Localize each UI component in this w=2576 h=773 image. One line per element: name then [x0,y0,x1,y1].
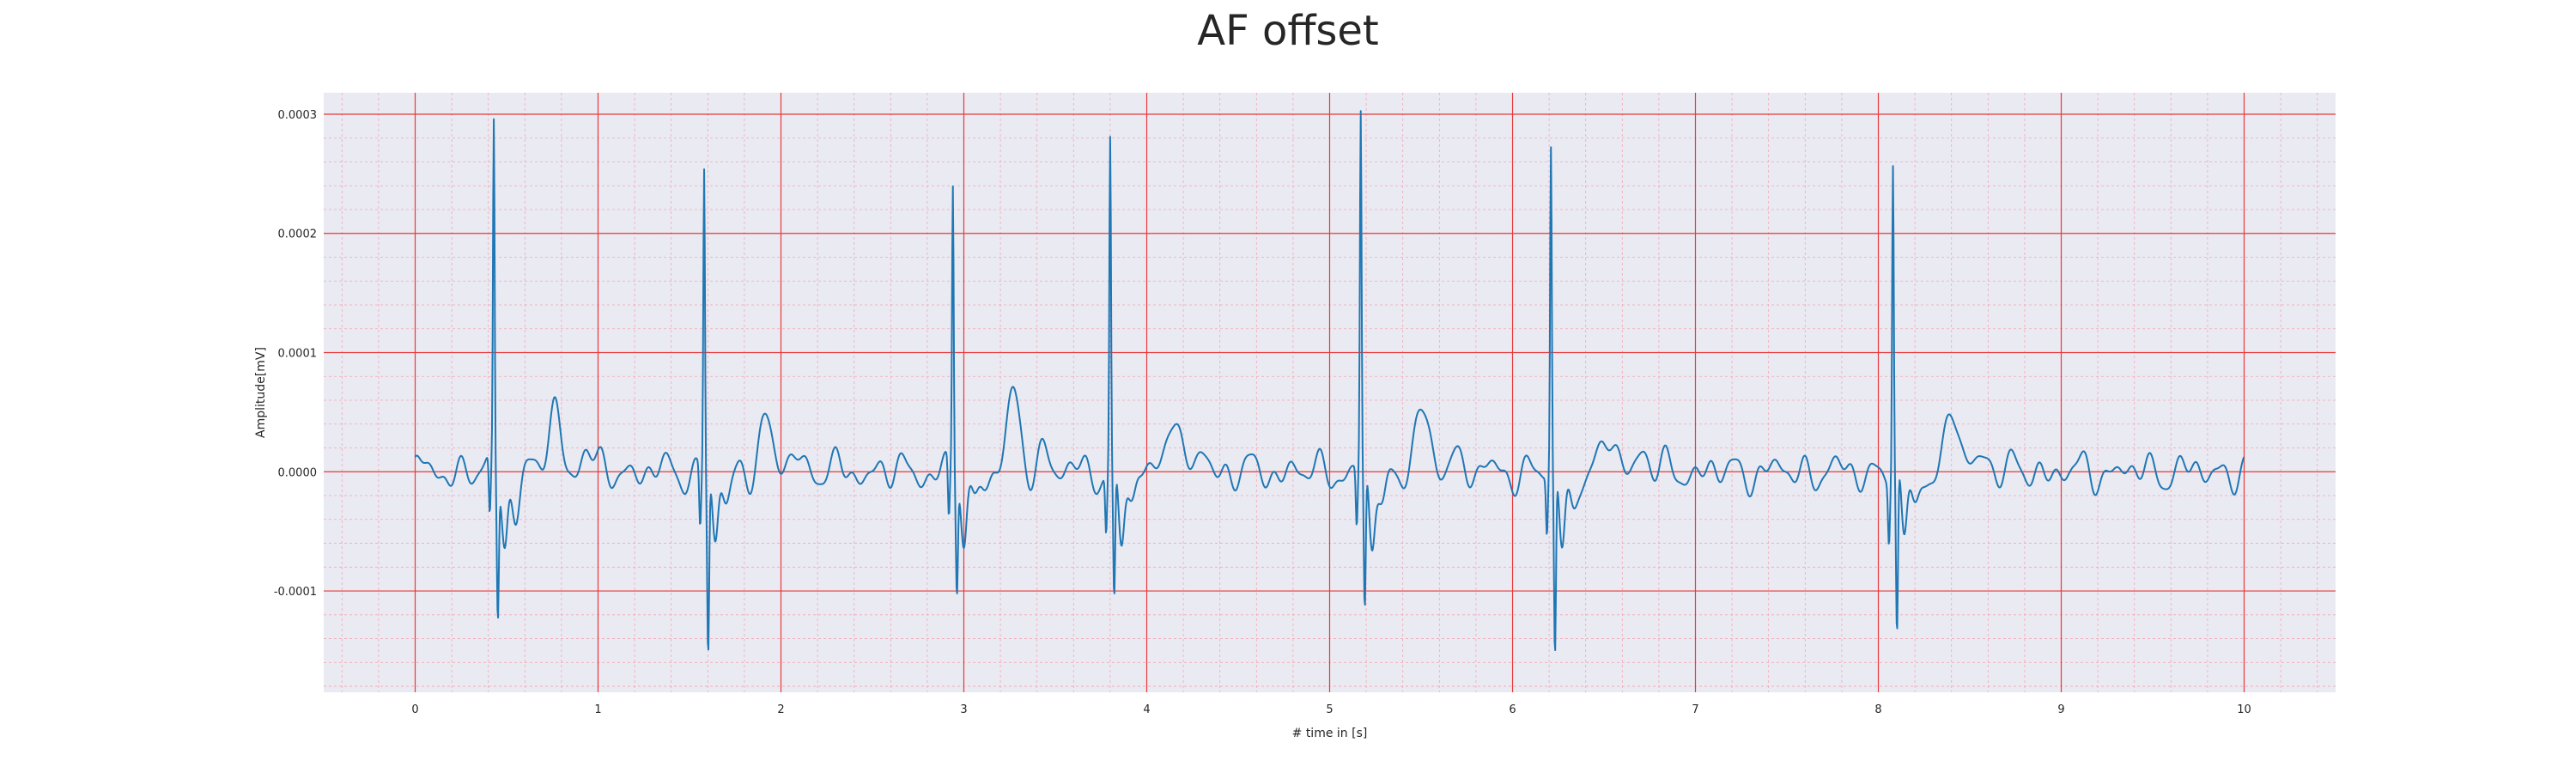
x-tick-label: 6 [1509,703,1516,716]
y-tick-label: 0.0002 [278,228,318,241]
x-tick-label: 4 [1143,703,1150,716]
y-axis-label: Amplitude[mV] [254,347,268,438]
x-tick-label: 8 [1874,703,1881,716]
y-tick-label: -0.0001 [274,586,317,599]
chart-title: AF offset [1197,7,1379,55]
ecg-series-line [414,110,2245,652]
x-tick-label: 5 [1326,703,1333,716]
x-tick-label: 9 [2057,703,2064,716]
x-tick-label: 3 [960,703,967,716]
x-tick-label: 10 [2237,703,2251,716]
y-tick-labels: -0.0001 0.0000 0.0001 0.0002 0.0003 [274,109,317,599]
x-tick-label: 7 [1692,703,1698,716]
y-tick-label: 0.0001 [278,348,318,361]
y-tick-label: 0.0000 [278,466,318,479]
x-tick-label: 2 [777,703,784,716]
x-axis-label: # time in [s] [1292,727,1368,740]
x-tick-labels: 0 1 2 3 4 5 6 7 8 9 10 [411,703,2251,716]
y-tick-label: 0.0003 [278,109,318,122]
series-layer [414,110,2245,652]
x-tick-label: 1 [594,703,601,716]
x-tick-label: 0 [411,703,418,716]
